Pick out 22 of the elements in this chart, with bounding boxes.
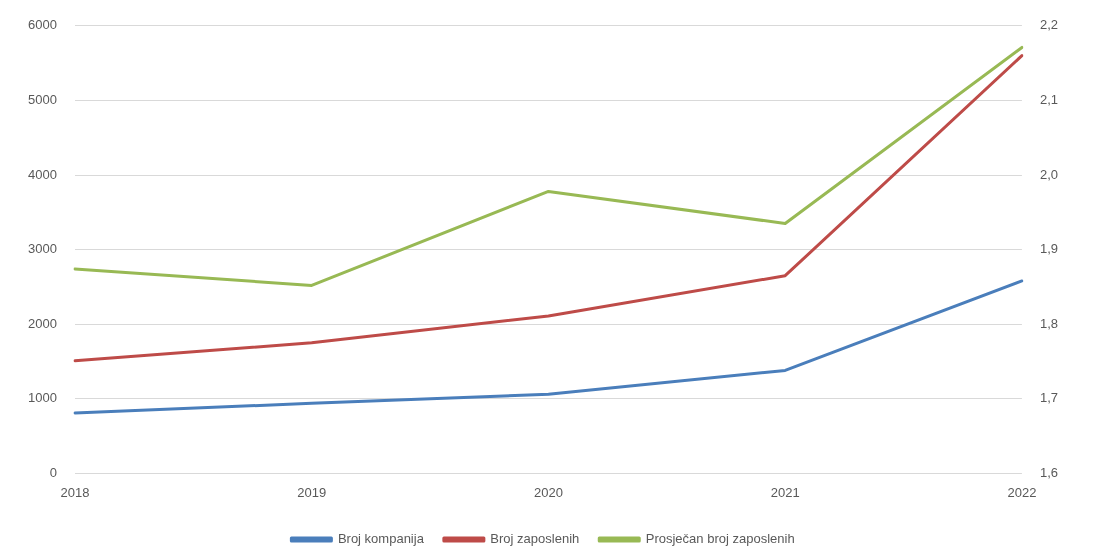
y-tick-label: 4000 <box>28 166 57 182</box>
y-tick-label: 2000 <box>28 315 57 331</box>
x-tick-label: 2018 <box>60 484 90 500</box>
y2-tick-label: 2,1 <box>1039 91 1059 107</box>
y2-tick-label: 1,9 <box>1039 241 1059 257</box>
y-tick-label: 5000 <box>28 91 57 107</box>
x-tick-label: 2022 <box>1007 484 1037 500</box>
x-tick-label: 2019 <box>297 484 327 500</box>
y2-tick-label: 1,6 <box>1039 464 1059 480</box>
legend-label: Broj kompanija <box>337 531 425 547</box>
legend-label: Broj zaposlenih <box>490 531 580 547</box>
y2-tick-label: 2,2 <box>1039 17 1059 33</box>
y-tick-label: 6000 <box>28 17 57 33</box>
x-tick-label: 2021 <box>770 484 800 500</box>
y-tick-label: 3000 <box>28 241 57 257</box>
legend-label: Prosječan broj zaposlenih <box>645 531 795 547</box>
y2-tick-label: 1,8 <box>1039 315 1059 331</box>
y2-tick-label: 2,0 <box>1039 166 1059 182</box>
x-tick-label: 2020 <box>533 484 563 500</box>
y-tick-label: 0 <box>49 464 57 480</box>
y2-tick-label: 1,7 <box>1039 390 1059 406</box>
y-tick-label: 1000 <box>28 390 57 406</box>
